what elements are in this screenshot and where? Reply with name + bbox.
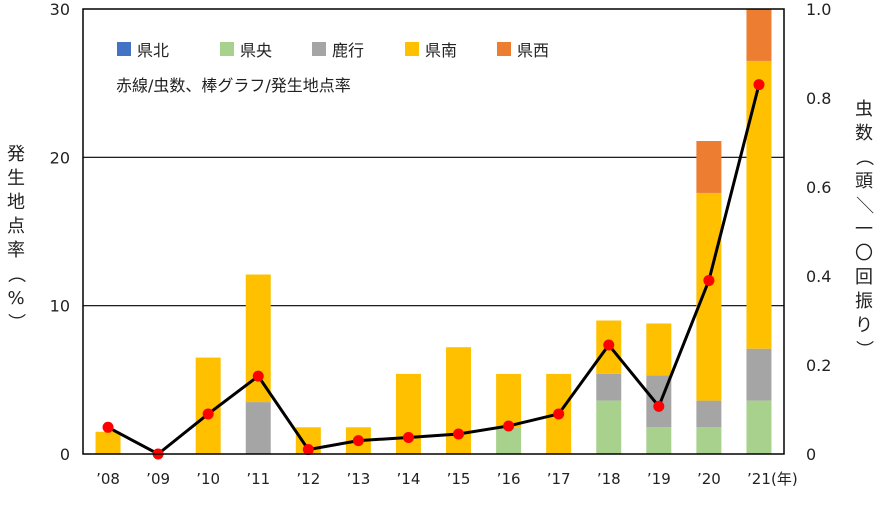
chart-note: 赤線/虫数、棒グラフ/発生地点率 [116, 76, 351, 95]
y-axis-label-left-char: 生 [7, 168, 25, 189]
bars [95, 9, 772, 454]
left-tick-label: 0 [60, 445, 70, 464]
bar-segment-kenou [746, 400, 772, 454]
insect-count-line [107, 84, 761, 456]
insect-count-point [453, 428, 465, 440]
x-tick-label: ’13 [346, 470, 370, 488]
insect-count-point [252, 370, 264, 382]
legend-label-kennan: 県南 [425, 41, 457, 60]
y-axis-label-right-char: 頭 [855, 171, 873, 192]
bar-segment-kenou [496, 427, 522, 454]
legend-swatch-kenpoku [117, 42, 131, 56]
x-tick-label: ’12 [296, 470, 320, 488]
bar-segment-kensei [746, 9, 772, 61]
bar-segment-rokko [746, 348, 772, 401]
legend-label-kensei: 県西 [517, 41, 549, 60]
plot-frame [82, 8, 785, 455]
legend: 県北 県央 鹿行 県南 県西 [117, 41, 549, 60]
x-tick-label: ’15 [447, 470, 471, 488]
left-tick-label: 30 [50, 0, 70, 19]
x-tick-label: ’19 [647, 470, 671, 488]
bar-segment-rokko [696, 400, 722, 428]
x-tick-label: ’17 [547, 470, 571, 488]
x-tick-label: ’14 [397, 470, 421, 488]
right-tick-label: 0.4 [806, 267, 831, 286]
y-axis-label-right-char: 回 [855, 267, 873, 288]
bar-segment-rokko [245, 402, 271, 454]
y-axis-label-right-char: 一 [855, 219, 873, 240]
x-tick-label: ’09 [146, 470, 170, 488]
bar-segment-kennan [746, 60, 772, 349]
bar-segment-kenou [696, 427, 722, 454]
y-axis-label-right-char: 振 [855, 291, 873, 312]
bar-segment-rokko [596, 373, 622, 401]
x-tick-label: ’21 [747, 470, 771, 488]
x-axis-unit: (年) [771, 470, 798, 488]
x-tick-label: ’11 [246, 470, 270, 488]
y-axis-label-left-char: （ [5, 265, 26, 283]
bar-segment-kensei [696, 141, 722, 193]
bar-segment-kennan [496, 373, 522, 428]
y-axis-label-right-char: り [855, 315, 873, 336]
left-axis-ticks: 0 10 20 30 [50, 0, 70, 464]
right-tick-label: 0.2 [806, 356, 831, 375]
x-axis-ticks: ’08 ’09 ’10 ’11 ’12 ’13 ’14 ’15 ’16 ’17 ’18 ’19 ’20 ’… [96, 470, 771, 488]
legend-label-kenpoku: 県北 [137, 41, 169, 60]
x-tick-label: ’08 [96, 470, 120, 488]
bar-segment-kenou [646, 427, 672, 454]
insect-count-point [352, 435, 364, 447]
bar-segment-kennan [95, 431, 121, 454]
bar-segment-kenou [596, 400, 622, 454]
right-tick-label: 0 [806, 445, 816, 464]
right-tick-label: 0.8 [806, 89, 831, 108]
y-axis-label-left-char: % [7, 288, 24, 309]
y-axis-label-right-char: ） [853, 340, 874, 358]
y-axis-label-left-char: 率 [7, 240, 25, 261]
x-tick-label: ’16 [497, 470, 521, 488]
insect-count-point [603, 339, 615, 351]
y-axis-label-right-char: 数 [855, 123, 873, 144]
insect-count-point [503, 420, 515, 432]
y-axis-label-left-char: 地 [7, 192, 25, 213]
right-tick-label: 0.6 [806, 178, 831, 197]
insect-count-point [202, 408, 214, 420]
insect-count-point [302, 444, 314, 456]
y-axis-label-right-char: 〇 [855, 243, 873, 264]
bar-segment-kennan [646, 323, 672, 376]
legend-swatch-kenou [220, 42, 234, 56]
right-tick-label: 1.0 [806, 0, 831, 19]
right-axis-ticks: 0 0.2 0.4 0.6 0.8 1.0 [806, 0, 831, 464]
legend-swatch-kennan [405, 42, 419, 56]
left-tick-label: 10 [50, 297, 70, 316]
y-axis-label-right-char: （ [853, 148, 874, 166]
insect-count-point [653, 400, 665, 412]
bar-segment-kennan [696, 192, 722, 401]
x-tick-label: ’18 [597, 470, 621, 488]
y-axis-label-left-char: ） [5, 313, 26, 331]
y-axis-label-left-char: 発 [7, 144, 25, 165]
insect-count-point [753, 79, 765, 91]
insect-count-point [553, 408, 565, 420]
left-tick-label: 20 [50, 148, 70, 167]
y-axis-label-right-char: 虫 [855, 99, 873, 120]
x-tick-label: ’20 [697, 470, 721, 488]
legend-swatch-kensei [497, 42, 511, 56]
legend-label-kenou: 県央 [240, 41, 272, 60]
insect-count-point [703, 274, 715, 286]
line-layer [102, 79, 765, 460]
legend-label-rokko: 鹿行 [332, 41, 364, 60]
y-axis-label-left: 発生地点率 （% ） [5, 144, 26, 331]
y-axis-label-left-char: 点 [7, 216, 25, 237]
y-axis-label-right-char: ／ [853, 196, 874, 214]
gridlines [83, 156, 784, 307]
x-tick-label: ’10 [196, 470, 220, 488]
insect-count-point [402, 432, 414, 444]
insect-count-point [102, 421, 114, 433]
legend-swatch-rokko [312, 42, 326, 56]
